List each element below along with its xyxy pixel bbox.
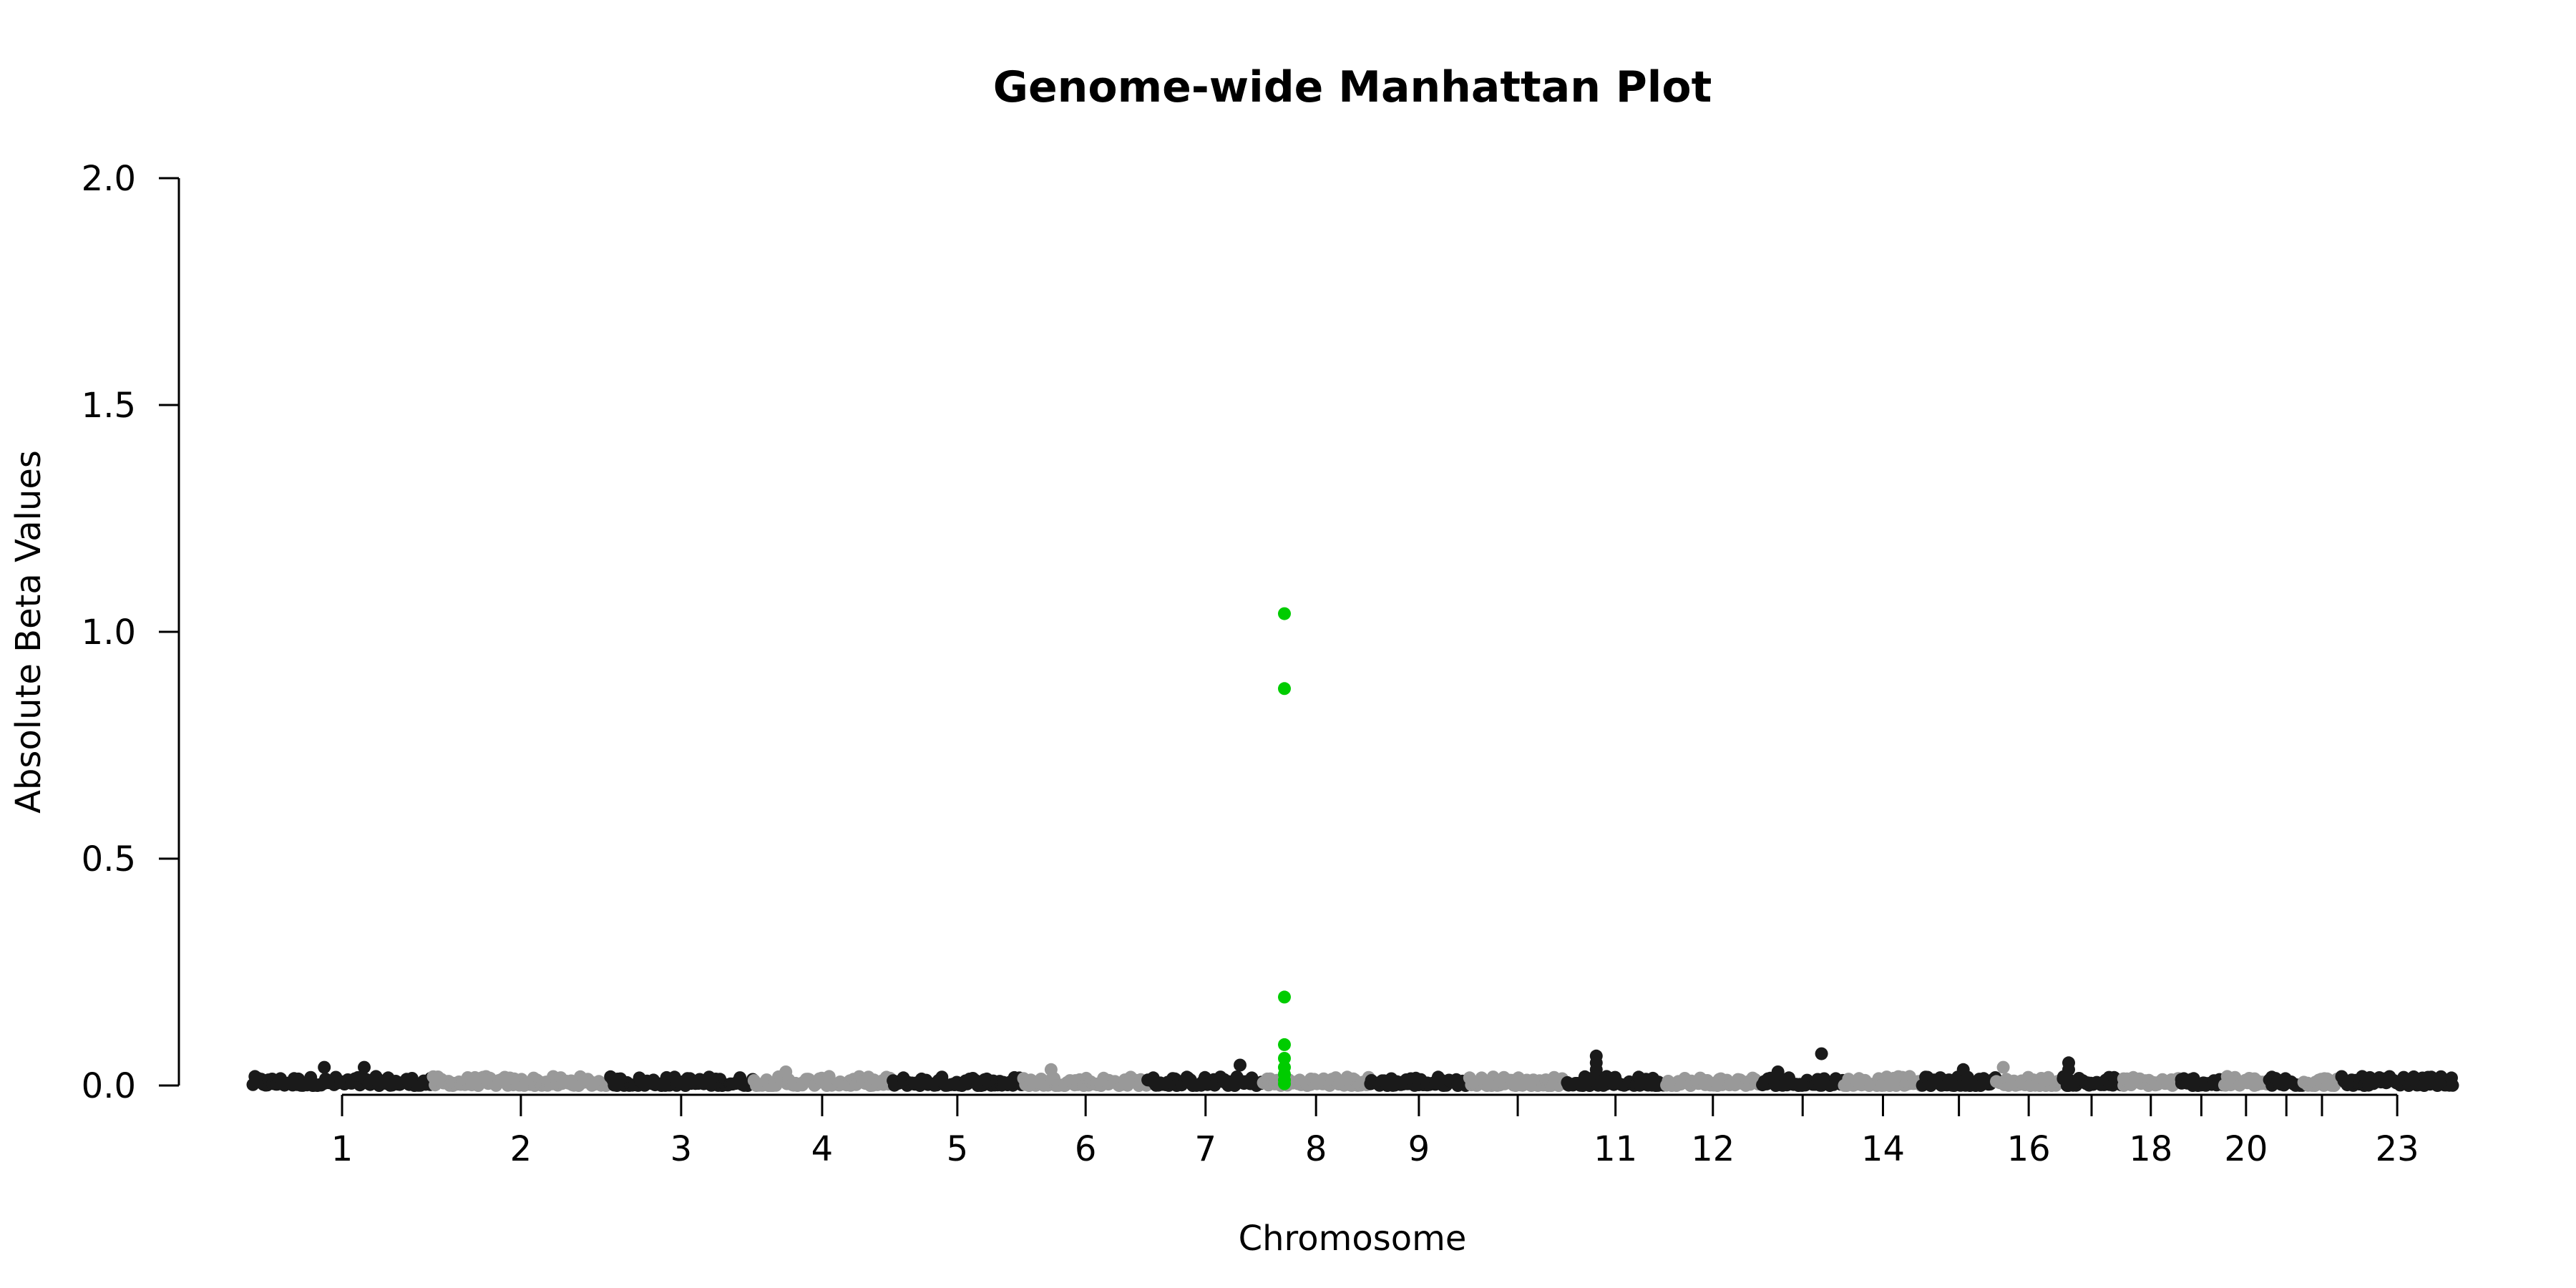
x-tick-label-chr-8: 8 xyxy=(1305,1129,1327,1169)
peak-point xyxy=(1815,1047,1828,1060)
x-tick-label-chr-1: 1 xyxy=(331,1129,353,1169)
peak-point xyxy=(1771,1065,1785,1078)
highlight-point xyxy=(1278,1052,1291,1065)
highlight-point xyxy=(1278,1077,1291,1091)
y-tick-label: 2.0 xyxy=(82,159,136,199)
peak-point xyxy=(779,1065,793,1078)
chr-8-points xyxy=(1257,1070,1375,1092)
x-tick-label-chr-5: 5 xyxy=(947,1129,969,1169)
chr-6-points xyxy=(1017,1070,1153,1092)
x-tick-label-chr-6: 6 xyxy=(1075,1129,1097,1169)
chr-3-points xyxy=(604,1070,759,1092)
data-points xyxy=(246,607,2459,1092)
highlight-point xyxy=(1278,1038,1291,1051)
chr-14-points xyxy=(1838,1070,1928,1092)
x-tick-label-chr-16: 16 xyxy=(2007,1129,2051,1169)
highlight-point xyxy=(1278,607,1291,620)
peak-point xyxy=(358,1060,371,1074)
x-tick-label-chr-12: 12 xyxy=(1691,1129,1735,1169)
peak-point xyxy=(1996,1060,2010,1074)
chr-13-points xyxy=(1756,1071,1850,1092)
peak-point xyxy=(1956,1063,1970,1076)
peak-points xyxy=(318,1047,2075,1078)
highlight-point xyxy=(1278,682,1291,696)
x-tick-label-chr-3: 3 xyxy=(670,1129,693,1169)
x-tick-label-chr-9: 9 xyxy=(1408,1129,1430,1169)
peak-point xyxy=(1234,1058,1246,1072)
x-tick-label-chr-23: 23 xyxy=(2376,1129,2419,1169)
chr-7-points xyxy=(1141,1070,1268,1092)
peak-point xyxy=(1044,1063,1058,1076)
chr-16-points xyxy=(1990,1070,2067,1092)
chart-title: Genome-wide Manhattan Plot xyxy=(993,62,1712,112)
x-tick-label-chr-20: 20 xyxy=(2224,1129,2268,1169)
chr-11-points xyxy=(1561,1070,1670,1092)
y-axis: 0.0 0.5 1.0 1.5 2.0 xyxy=(82,159,180,1106)
x-axis-label: Chromosome xyxy=(1239,1219,1467,1259)
chr-12-points xyxy=(1660,1071,1767,1092)
highlight-point xyxy=(1278,990,1291,1004)
x-axis: 1 2 3 4 5 6 7 8 9 11 12 14 16 18 20 23 xyxy=(331,1093,2419,1169)
y-tick-label: 1.0 xyxy=(82,613,136,653)
y-tick-label: 0.5 xyxy=(82,839,136,879)
x-tick-label-chr-2: 2 xyxy=(510,1129,532,1169)
x-tick-label-chr-18: 18 xyxy=(2129,1129,2172,1169)
chr-15-points xyxy=(1916,1070,2002,1092)
peak-point xyxy=(318,1060,331,1074)
peak-point xyxy=(2062,1063,2075,1076)
chr-5-points xyxy=(887,1070,1028,1092)
chr-4-points xyxy=(747,1070,897,1092)
y-tick-label: 0.0 xyxy=(82,1066,136,1106)
x-tick-label-chr-11: 11 xyxy=(1594,1129,1637,1169)
y-tick-label: 1.5 xyxy=(82,386,136,426)
point xyxy=(2446,1078,2459,1092)
chr-19-points xyxy=(2175,1072,2230,1092)
chr-1-points xyxy=(246,1070,437,1092)
chr-18-points xyxy=(2117,1070,2185,1092)
y-axis-label: Absolute Beta Values xyxy=(9,450,49,814)
highlighted-points xyxy=(1278,607,1291,1091)
chr-23-points xyxy=(2335,1070,2459,1092)
x-tick-label-chr-4: 4 xyxy=(811,1129,834,1169)
peak-point xyxy=(1589,1063,1603,1076)
chr-9-points xyxy=(1364,1070,1475,1092)
x-tick-label-chr-7: 7 xyxy=(1195,1129,1217,1169)
chr-10-points xyxy=(1463,1070,1572,1092)
x-tick-label-chr-14: 14 xyxy=(1861,1129,1905,1169)
chr-2-points xyxy=(426,1070,616,1092)
chr-21-points xyxy=(2263,1070,2309,1092)
